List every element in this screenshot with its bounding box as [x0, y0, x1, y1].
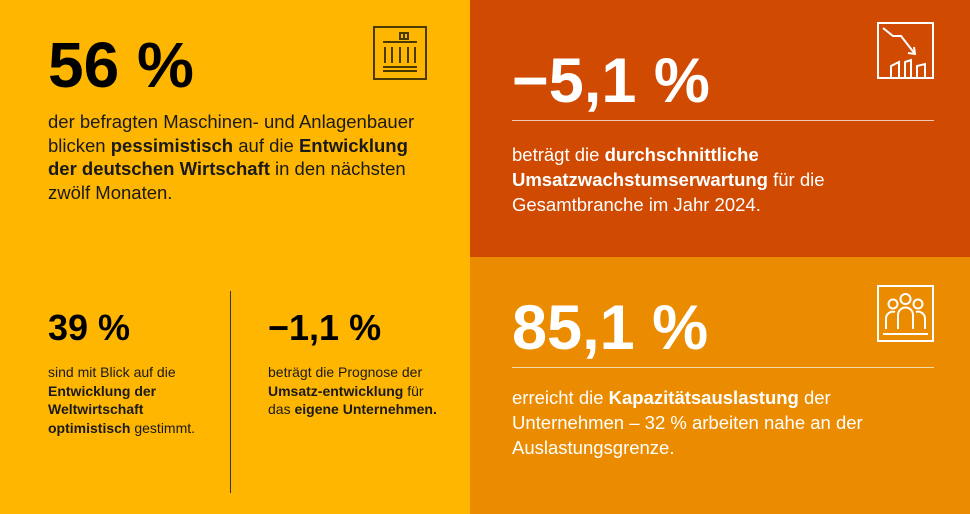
left-panel: 56 % der befragten Maschinen- und Anlage… — [0, 0, 470, 514]
government-building-icon — [373, 26, 427, 85]
stat-value-pessimistic: 56 % — [48, 29, 194, 101]
declining-chart-icon — [877, 22, 934, 84]
top-right-panel: −5,1 % beträgt die durchschnittliche Ums… — [470, 0, 970, 257]
stat-value-sector-growth: −5,1 % — [512, 46, 710, 116]
stat-description-pessimistic: der befragten Maschinen- und Anlagenbaue… — [48, 111, 415, 203]
people-group-icon — [877, 285, 934, 347]
stat-value-own-revenue: −1,1 % — [268, 307, 382, 348]
stat-value-world-economy: 39 % — [48, 307, 131, 348]
bottom-right-panel: 85,1 % erreicht die Kapazitätsauslastung… — [470, 257, 970, 514]
horizontal-rule — [512, 367, 934, 368]
stat-description-capacity: erreicht die Kapazitätsauslastung der Un… — [512, 387, 863, 458]
stat-value-capacity: 85,1 % — [512, 293, 709, 363]
horizontal-rule — [512, 120, 934, 121]
stat-description-own-revenue: beträgt die Prognose der Umsatz-entwickl… — [268, 364, 437, 417]
vertical-divider — [230, 291, 231, 493]
stat-description-world-economy: sind mit Blick auf die Entwicklung der W… — [48, 364, 196, 436]
stat-description-sector-growth: beträgt die durchschnittliche Umsatzwach… — [512, 144, 825, 215]
